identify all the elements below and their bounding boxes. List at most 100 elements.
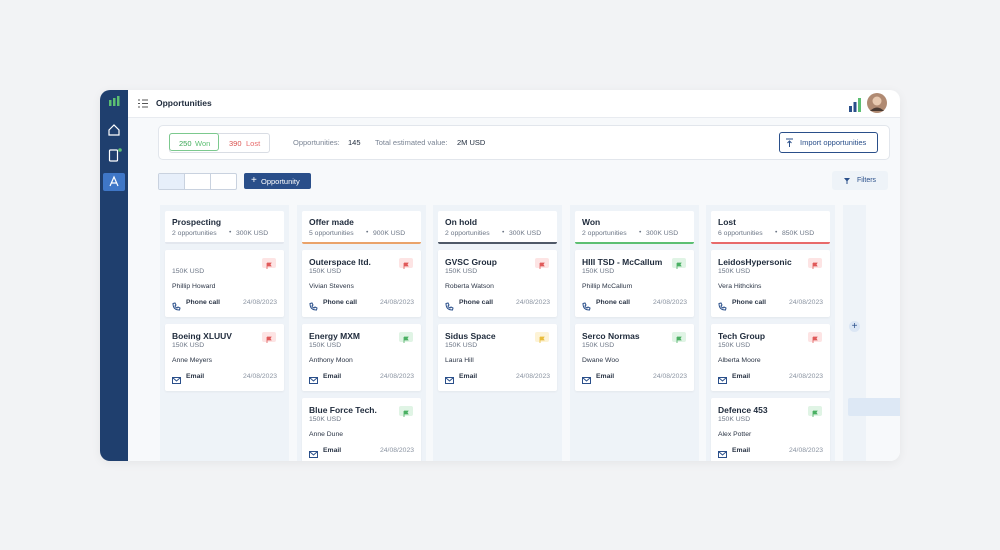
column-name: Offer made	[309, 217, 354, 227]
opportunity-card[interactable]: 150K USD Phillip Howard Phone call 24/08/20…	[165, 250, 284, 317]
flag[interactable]	[535, 332, 549, 343]
filters-button[interactable]: Filters	[832, 171, 888, 190]
card-activity: Email	[596, 373, 615, 380]
opportunity-card[interactable]: LeidosHypersonic 150K USD Vera Hithckins Ph…	[711, 250, 830, 317]
card-contact: Alex Potter	[718, 431, 752, 438]
column-header: Won 2 opportunities • 300K USD	[575, 211, 694, 244]
add-column-button[interactable]: +	[849, 321, 860, 332]
activity-icon	[309, 446, 318, 458]
list-view[interactable]	[185, 174, 211, 189]
card-date: 24/08/2023	[380, 299, 415, 306]
card-amount: 150K USD	[718, 342, 751, 349]
flag[interactable]	[399, 332, 413, 343]
flag[interactable]	[535, 258, 549, 269]
board-view[interactable]	[159, 174, 185, 189]
column-header: On hold 2 opportunities • 300K USD	[438, 211, 557, 244]
card-activity: Email	[732, 373, 751, 380]
column-header: Offer made 5 opportunities • 900K USD	[302, 211, 421, 244]
card-amount: 150K USD	[718, 416, 751, 423]
add-card-button[interactable]: +	[848, 398, 900, 416]
new-opportunity-button[interactable]: + Opportunity	[244, 173, 311, 189]
card-activity: Email	[323, 447, 342, 454]
card-name: HIII TSD - McCallum	[582, 257, 663, 267]
card-name: Serco Normas	[582, 331, 640, 341]
separator: •	[502, 229, 505, 236]
won-lost-toggle[interactable]: 250 Won 390 Lost	[169, 133, 270, 153]
separator: •	[229, 229, 232, 236]
won-tab[interactable]	[169, 133, 219, 151]
import-button[interactable]: Import opportunities	[779, 132, 878, 153]
card-date: 24/08/2023	[243, 373, 278, 380]
card-amount: 150K USD	[582, 342, 615, 349]
activity-icon	[445, 372, 454, 384]
flag[interactable]	[262, 332, 276, 343]
card-activity: Phone call	[732, 299, 766, 306]
opportunity-card[interactable]: GVSC Group 150K USD Roberta Watson Phone ca…	[438, 250, 557, 317]
activity-icon	[172, 372, 181, 384]
opportunity-card[interactable]: Blue Force Tech. 150K USD Anne Dune Email 24…	[302, 398, 421, 461]
flag[interactable]	[808, 258, 822, 269]
card-contact: Vera Hithckins	[718, 283, 762, 290]
flag[interactable]	[399, 406, 413, 417]
opportunity-card[interactable]: Serco Normas 150K USD Dwane Woo Email 24/08/…	[575, 324, 694, 391]
opportunity-card[interactable]: Tech Group 150K USD Alberta Moore Email 24/0…	[711, 324, 830, 391]
column-name: On hold	[445, 217, 478, 227]
won-count: 250	[179, 139, 192, 148]
activity-icon	[718, 372, 727, 384]
column-name: Lost	[718, 217, 736, 227]
opportunities-value: 145	[348, 138, 361, 147]
activity-icon	[172, 298, 181, 311]
logo	[849, 98, 861, 112]
opportunity-card[interactable]: Sidus Space 150K USD Laura Hill Email 24/08/…	[438, 324, 557, 391]
card-contact: Laura Hill	[445, 357, 474, 364]
menu-icon[interactable]	[138, 99, 148, 108]
card-activity: Email	[186, 373, 205, 380]
total-label: Total estimated value:	[375, 138, 448, 147]
board: + + Prospecting 2 opportunities • 300K USD 1…	[160, 118, 900, 461]
sidebar	[100, 90, 128, 461]
total-value: 2M USD	[457, 138, 486, 147]
card-date: 24/08/2023	[789, 373, 824, 380]
column-count: 2 opportunities	[172, 230, 217, 237]
flag[interactable]	[262, 258, 276, 269]
won-label: Won	[195, 139, 211, 148]
flag[interactable]	[808, 332, 822, 343]
opportunity-card[interactable]: Energy MXM 150K USD Anthony Moon Email 24/08…	[302, 324, 421, 391]
card-date: 24/08/2023	[516, 299, 551, 306]
separator: •	[366, 229, 369, 236]
opportunity-card[interactable]: Defence 453 150K USD Alex Potter Email 24/08…	[711, 398, 830, 461]
avatar[interactable]	[867, 93, 887, 113]
card-name: Outerspace ltd.	[309, 257, 371, 267]
opportunity-card[interactable]: HIII TSD - McCallum 150K USD Phillip McCal…	[575, 250, 694, 317]
card-activity: Phone call	[596, 299, 630, 306]
flag[interactable]	[399, 258, 413, 269]
column: Lost 6 opportunities • 850K USD LeidosHypers…	[706, 205, 835, 461]
column-count: 2 opportunities	[445, 230, 490, 237]
card-contact: Anthony Moon	[309, 357, 353, 364]
card-contact: Phillip Howard	[172, 283, 216, 290]
activity-icon	[445, 298, 454, 311]
card-amount: 150K USD	[309, 268, 342, 275]
card-name: LeidosHypersonic	[718, 257, 792, 267]
activity-icon	[718, 446, 727, 458]
page-title: Opportunities	[156, 98, 212, 108]
view-switcher	[158, 173, 237, 190]
flag[interactable]	[672, 258, 686, 269]
flag[interactable]	[808, 406, 822, 417]
card-activity: Email	[459, 373, 478, 380]
column-header: Lost 6 opportunities • 850K USD	[711, 211, 830, 244]
card-amount: 150K USD	[309, 416, 342, 423]
column: Prospecting 2 opportunities • 300K USD 150K …	[160, 205, 289, 461]
column-header: Prospecting 2 opportunities • 300K USD	[165, 211, 284, 244]
flag[interactable]	[672, 332, 686, 343]
column: Won 2 opportunities • 300K USD HIII TSD - Mc…	[570, 205, 699, 461]
opportunity-card[interactable]: Boeing XLUUV 150K USD Anne Meyers Email 24/0…	[165, 324, 284, 391]
card-activity: Phone call	[459, 299, 493, 306]
card-activity: Phone call	[186, 299, 220, 306]
top-bar: Opportunities	[128, 90, 900, 118]
card-amount: 150K USD	[309, 342, 342, 349]
opportunity-card[interactable]: Outerspace ltd. 150K USD Vivian Stevens Pho…	[302, 250, 421, 317]
card-amount: 150K USD	[172, 342, 205, 349]
add-column: + +	[843, 205, 900, 461]
card-contact: Roberta Watson	[445, 283, 494, 290]
